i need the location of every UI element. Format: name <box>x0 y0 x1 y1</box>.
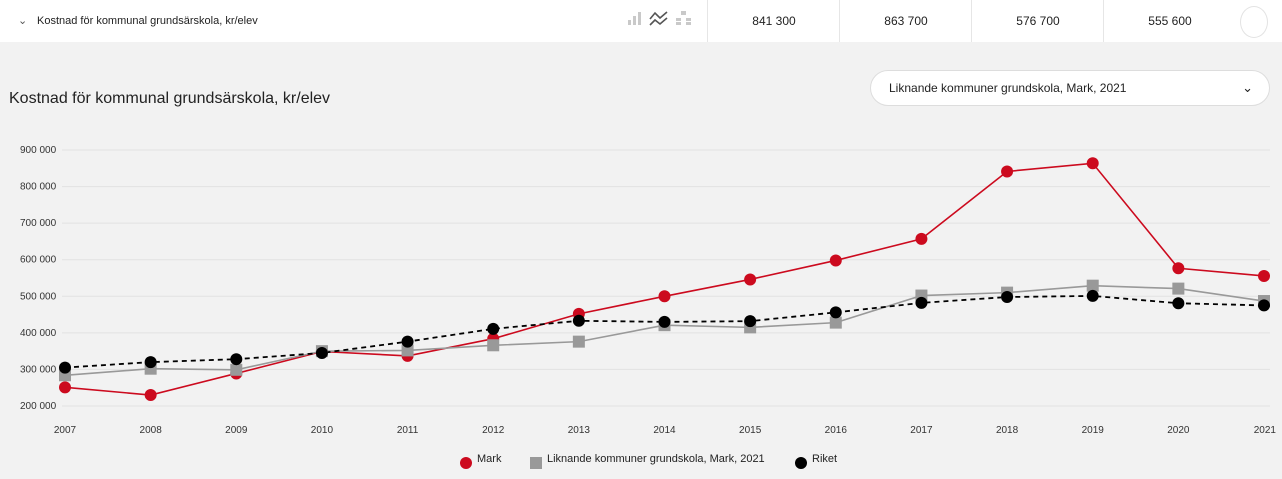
x-tick-label: 2018 <box>996 425 1019 436</box>
data-point <box>1086 289 1099 302</box>
value-cell: 841 300 <box>707 0 840 42</box>
data-point <box>144 389 157 402</box>
data-point <box>744 315 757 328</box>
data-point <box>572 314 585 327</box>
bar-chart-icon[interactable] <box>627 10 643 31</box>
data-point <box>572 335 585 348</box>
x-tick-label: 2009 <box>225 425 248 436</box>
data-point <box>1172 262 1185 275</box>
chart-panel: Kostnad för kommunal grundsärskola, kr/e… <box>0 42 1282 479</box>
comparison-select[interactable]: Liknande kommuner grundskola, Mark, 2021… <box>870 70 1270 106</box>
table-row[interactable]: ⌄ Kostnad för kommunal grundsärskola, kr… <box>0 0 1282 43</box>
comparison-select-value: Liknande kommuner grundskola, Mark, 2021 <box>889 81 1127 95</box>
legend-marker-mark <box>460 457 472 469</box>
legend-marker-riket <box>795 457 807 469</box>
chart-view-switcher <box>627 10 697 30</box>
data-point <box>829 306 842 319</box>
x-tick-label: 2014 <box>653 425 676 436</box>
y-tick-label: 900 000 <box>20 145 57 156</box>
data-point <box>59 381 71 394</box>
data-point <box>1086 279 1099 292</box>
data-point <box>487 339 500 352</box>
data-point <box>829 254 842 267</box>
data-point <box>1258 299 1270 312</box>
legend-label[interactable]: Riket <box>812 453 838 465</box>
data-point <box>230 353 243 366</box>
chart-legend: Mark Liknande kommuner grundskola, Mark,… <box>0 451 1282 473</box>
y-tick-label: 800 000 <box>20 182 57 193</box>
series-line-2 <box>64 295 1265 369</box>
data-point <box>1172 297 1185 310</box>
data-point <box>658 290 671 303</box>
legend-label[interactable]: Liknande kommuner grundskola, Mark, 2021 <box>547 453 765 465</box>
x-tick-label: 2012 <box>482 425 505 436</box>
data-point <box>915 232 928 245</box>
x-tick-label: 2010 <box>311 425 334 436</box>
data-point <box>1172 282 1185 295</box>
y-tick-label: 700 000 <box>20 218 57 229</box>
data-point <box>487 322 500 335</box>
chevron-down-icon[interactable]: ⌄ <box>18 15 28 27</box>
y-tick-label: 500 000 <box>20 291 57 302</box>
data-point <box>658 315 671 328</box>
x-tick-label: 2013 <box>568 425 591 436</box>
data-point <box>1001 165 1014 178</box>
data-point <box>1086 157 1099 170</box>
data-point <box>915 296 928 309</box>
value-cell: 863 700 <box>839 0 972 42</box>
data-point <box>744 273 757 286</box>
line-chart-icon[interactable] <box>649 10 669 31</box>
data-point <box>315 346 328 359</box>
x-tick-label: 2017 <box>910 425 933 436</box>
data-point <box>144 356 157 369</box>
series-line-0 <box>64 162 1265 396</box>
data-point <box>829 316 842 329</box>
row-action-button[interactable] <box>1240 6 1268 38</box>
legend-label[interactable]: Mark <box>477 453 502 465</box>
x-tick-label: 2015 <box>739 425 762 436</box>
data-point <box>230 363 243 376</box>
legend-marker-liknande <box>530 457 542 469</box>
y-tick-label: 400 000 <box>20 328 57 339</box>
y-tick-label: 600 000 <box>20 255 57 266</box>
x-tick-label: 2008 <box>140 425 163 436</box>
data-point <box>59 361 71 374</box>
y-tick-label: 200 000 <box>20 401 57 412</box>
x-tick-label: 2021 <box>1254 425 1277 436</box>
data-point <box>401 335 414 348</box>
y-tick-label: 300 000 <box>20 364 57 375</box>
x-tick-label: 2011 <box>397 425 419 436</box>
chevron-down-icon: ⌄ <box>1242 80 1253 95</box>
chart-title: Kostnad för kommunal grundsärskola, kr/e… <box>9 90 331 107</box>
data-point <box>1258 269 1270 282</box>
data-point <box>401 344 414 357</box>
x-tick-label: 2020 <box>1167 425 1190 436</box>
x-tick-label: 2016 <box>825 425 848 436</box>
x-tick-label: 2019 <box>1082 425 1105 436</box>
row-title: Kostnad för kommunal grundsärskola, kr/e… <box>37 15 258 27</box>
line-chart: 200 000 300 000 400 000 500 000 600 000 700 0… <box>20 145 1277 436</box>
tree-chart-icon[interactable] <box>675 10 693 31</box>
data-point <box>1001 291 1014 304</box>
value-cell: 555 600 <box>1103 0 1236 42</box>
x-tick-label: 2007 <box>54 425 77 436</box>
value-cell: 576 700 <box>971 0 1104 42</box>
